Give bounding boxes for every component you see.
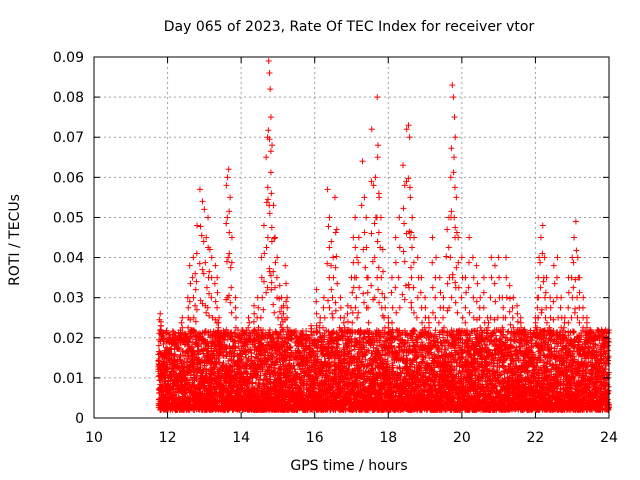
data-point: [193, 372, 200, 379]
data-point: [160, 340, 167, 347]
data-point: [172, 330, 179, 337]
data-point: [172, 351, 179, 358]
data-point: [187, 376, 194, 383]
data-point: [186, 368, 193, 375]
data-point: [157, 350, 164, 357]
data-point: [155, 342, 162, 349]
data-points: [155, 58, 612, 413]
data-point: [156, 355, 163, 362]
data-point: [163, 344, 170, 351]
data-point: [174, 344, 181, 351]
data-point: [193, 338, 200, 345]
data-point: [176, 346, 183, 353]
data-point: [163, 327, 170, 334]
